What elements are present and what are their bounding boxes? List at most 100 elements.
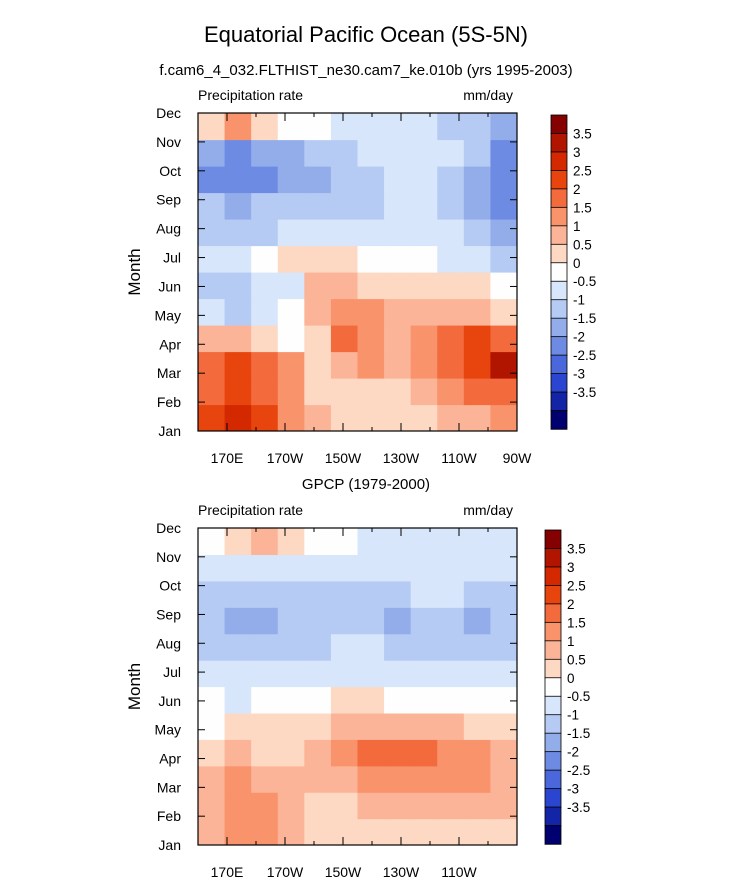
plot-frame xyxy=(197,527,518,846)
colorbar-box xyxy=(550,151,568,172)
heatmap-cell xyxy=(304,139,332,167)
colorbar-label: -1 xyxy=(567,708,579,723)
y-tick-label: Feb xyxy=(157,394,181,410)
heatmap-cell xyxy=(224,528,252,556)
heatmap-cell xyxy=(410,739,438,767)
heatmap-cell xyxy=(490,166,517,194)
heatmap-cell xyxy=(198,607,226,635)
heatmap-cell xyxy=(384,298,412,326)
heatmap-cell xyxy=(463,166,492,194)
colorbar-label: 1.5 xyxy=(573,200,592,215)
heatmap-cell xyxy=(384,818,412,845)
heatmap-cell xyxy=(490,404,517,431)
heatmap-cell xyxy=(490,245,517,273)
heatmap-cell xyxy=(198,192,226,220)
heatmap-cell xyxy=(384,192,412,220)
heatmap-cell xyxy=(437,660,465,688)
heatmap-cell xyxy=(251,219,279,247)
colorbar-box xyxy=(544,677,562,697)
colorbar-label: -0.5 xyxy=(567,689,590,704)
heatmap-cell xyxy=(251,554,279,582)
heatmap-cell xyxy=(224,245,252,273)
heatmap-cell xyxy=(224,272,252,300)
y-tick-label: Aug xyxy=(156,635,181,651)
colorbar-box xyxy=(550,373,568,393)
colorbar-label: -3.5 xyxy=(567,800,590,815)
heatmap-cell xyxy=(224,686,252,714)
colorbar-box xyxy=(544,566,562,587)
heatmap-cell xyxy=(224,739,252,767)
heatmap-cell xyxy=(384,378,412,406)
heatmap-cell xyxy=(490,660,517,688)
heatmap-cell xyxy=(224,792,252,820)
colorbar-box xyxy=(544,640,562,660)
y-tick-label: Jul xyxy=(163,664,181,680)
heatmap-cell xyxy=(251,739,279,767)
heatmap-cell xyxy=(490,607,517,635)
heatmap-cell xyxy=(277,633,305,661)
heatmap-cell xyxy=(384,113,412,141)
colorbar-box xyxy=(544,603,562,624)
heatmap-cell xyxy=(224,166,252,194)
x-tick-label: 130W xyxy=(383,864,420,880)
heatmap-cell xyxy=(330,554,359,582)
heatmap-cell xyxy=(357,272,385,300)
colorbar-box xyxy=(544,714,562,734)
heatmap-cell xyxy=(410,554,438,582)
colorbar-box xyxy=(544,751,562,771)
heatmap-cell xyxy=(304,113,332,141)
heatmap-cell xyxy=(224,139,252,167)
heatmap-cell xyxy=(277,686,305,714)
heatmap-cell xyxy=(410,245,438,273)
colorbar-label: 0.5 xyxy=(567,652,586,667)
figure-title: Equatorial Pacific Ocean (5S-5N) xyxy=(203,22,529,47)
heatmap-cell xyxy=(224,712,252,740)
heatmap-cell xyxy=(490,739,517,767)
heatmap-cell xyxy=(304,686,332,714)
x-tick-label: 150W xyxy=(325,864,362,880)
heatmap-cell xyxy=(463,298,492,326)
heatmap-cell xyxy=(198,554,226,582)
y-tick-label: Jun xyxy=(158,278,181,294)
heatmap-cell xyxy=(410,351,438,379)
x-tick-label: 150W xyxy=(325,450,362,466)
heatmap-cell xyxy=(437,792,465,820)
y-tick-label: Apr xyxy=(159,751,181,767)
heatmap-cell xyxy=(410,298,438,326)
colorbar-box xyxy=(544,695,562,716)
heatmap-cell xyxy=(304,378,332,406)
heatmap-cell xyxy=(463,404,492,431)
heatmap-cell xyxy=(304,528,332,556)
heatmap-cell xyxy=(277,712,305,740)
heatmap-cell xyxy=(384,404,412,431)
heatmap-cell xyxy=(198,528,226,556)
colorbar-label: -1 xyxy=(573,293,585,308)
x-tick-label: 170W xyxy=(267,450,304,466)
heatmap-cell xyxy=(304,739,332,767)
heatmap-cell xyxy=(437,528,465,556)
heatmap-cell xyxy=(410,765,438,793)
heatmap-cell xyxy=(463,739,492,767)
colorbar-label: -1.5 xyxy=(567,726,590,741)
heatmap-cell xyxy=(277,272,305,300)
heatmap-cell xyxy=(463,113,492,141)
left-string: Precipitation rate xyxy=(198,502,303,518)
heatmap-cell xyxy=(304,219,332,247)
y-tick-label: Nov xyxy=(156,134,181,150)
colorbar-label: -1.5 xyxy=(573,311,596,326)
heatmap-cell xyxy=(410,818,438,845)
heatmap-cell xyxy=(357,554,385,582)
heatmap-cell xyxy=(490,219,517,247)
heatmap-cell xyxy=(198,245,226,273)
heatmap-cell xyxy=(251,113,279,141)
heatmap-cell xyxy=(490,554,517,582)
right-string: mm/day xyxy=(463,87,513,103)
heatmap-cell xyxy=(198,272,226,300)
heatmap-cell xyxy=(330,660,359,688)
heatmap-cell xyxy=(277,739,305,767)
heatmap-cell xyxy=(357,245,385,273)
heatmap-cell xyxy=(304,351,332,379)
heatmap-cell xyxy=(384,607,412,635)
heatmap-cell xyxy=(198,325,226,353)
heatmap-cell xyxy=(304,166,332,194)
